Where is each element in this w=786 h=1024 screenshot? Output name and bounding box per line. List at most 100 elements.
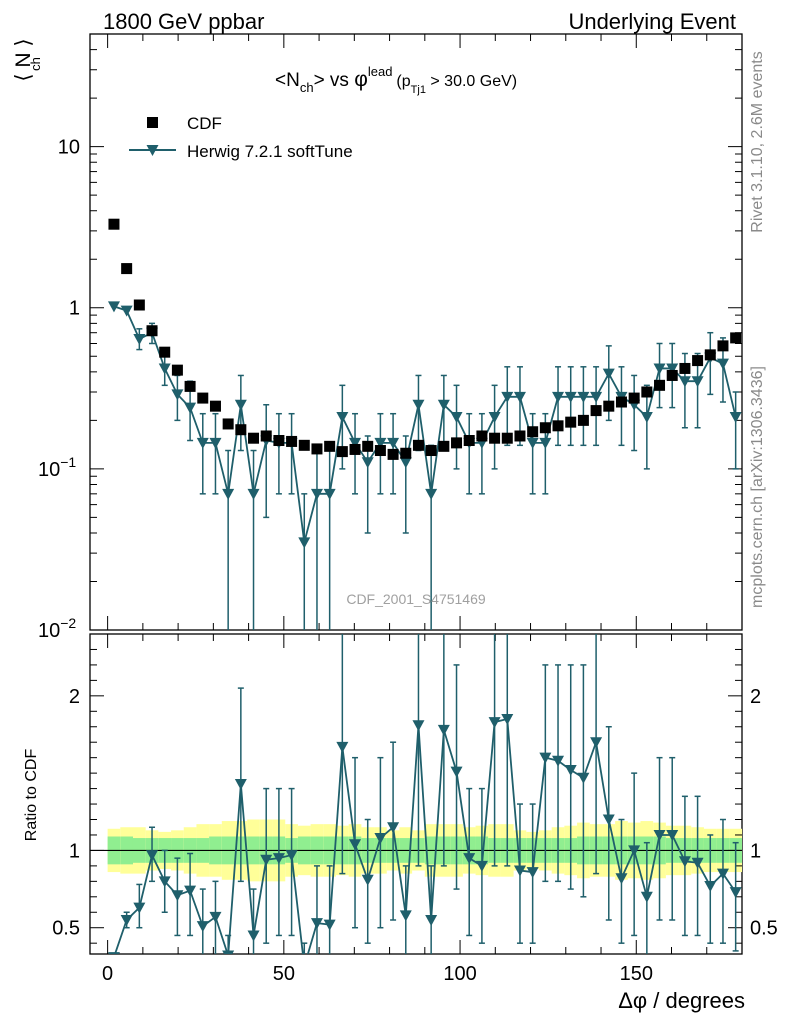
cdf-point — [209, 400, 221, 412]
cdf-point — [425, 445, 437, 457]
cdf-point — [387, 448, 399, 460]
ratio-point — [120, 914, 133, 926]
y-tick-label: 10−1 — [38, 454, 76, 481]
cdf-point — [704, 349, 716, 361]
mc-point — [387, 437, 400, 449]
ratio-point — [615, 873, 628, 885]
ratio-point — [640, 891, 653, 903]
cdf-point — [603, 400, 615, 412]
x-tick-label: 0 — [102, 963, 113, 985]
ratio-point — [602, 814, 615, 826]
mc-point — [336, 411, 349, 423]
mc-point — [171, 389, 184, 401]
ratio-point — [513, 865, 526, 877]
y-tick-label: 10−2 — [38, 615, 76, 642]
mc-point — [412, 399, 425, 411]
cdf-point — [514, 430, 526, 442]
ratio-point — [209, 911, 222, 923]
ratio-point — [399, 910, 412, 922]
mc-point — [653, 363, 666, 375]
ratio-point — [260, 854, 273, 866]
cdf-point — [222, 418, 234, 430]
cdf-point — [273, 435, 285, 447]
mc-point — [602, 368, 615, 380]
ratio-point — [437, 724, 450, 736]
cdf-point — [248, 432, 260, 444]
watermark: CDF_2001_S4751469 — [346, 591, 486, 607]
cdf-point — [539, 422, 551, 434]
cdf-point — [235, 424, 247, 436]
mc-series-line — [113, 305, 737, 543]
cdf-point — [349, 443, 361, 455]
cdf-point — [260, 430, 272, 442]
mc-point — [590, 391, 603, 403]
mc-point — [564, 391, 577, 403]
ratio-point — [158, 876, 171, 888]
mc-point — [425, 488, 438, 500]
mc-point — [196, 437, 209, 449]
cdf-point — [184, 380, 196, 392]
cdf-point — [298, 439, 310, 451]
y-axis-label-ratio: Ratio to CDF — [23, 749, 40, 842]
cdf-point — [286, 435, 298, 447]
mc-point — [450, 411, 463, 423]
mc-point — [247, 488, 260, 500]
ratio-point — [323, 919, 336, 931]
cdf-point — [463, 435, 475, 447]
ratio-point — [475, 860, 488, 872]
ratio-point — [146, 850, 159, 862]
ratio-point — [526, 867, 539, 879]
ratio-point — [716, 868, 729, 880]
mc-point — [437, 399, 450, 411]
ratio-point — [285, 850, 298, 862]
ratio-point — [310, 918, 323, 930]
ratio-series-line — [114, 717, 737, 954]
mc-point — [729, 411, 742, 423]
cdf-point — [489, 432, 501, 444]
ratio-point — [539, 752, 552, 764]
cdf-point — [159, 346, 171, 358]
chart-title: <Nch> vs φlead(pTj1 > 30.0 GeV) — [275, 64, 517, 96]
ratio-point — [666, 829, 679, 841]
mc-point — [666, 363, 679, 375]
cdf-point — [324, 440, 336, 452]
mc-point — [374, 437, 387, 449]
mc-point — [323, 488, 336, 500]
mcplots-label: mcplots.cern.ch [arXiv:1306.3436] — [749, 366, 766, 608]
mc-point — [133, 333, 146, 345]
mc-point — [552, 391, 565, 403]
ratio-point — [336, 741, 349, 753]
cdf-point — [501, 432, 513, 444]
top-panel-frame — [89, 33, 743, 631]
legend-cdf-marker — [147, 117, 158, 128]
cdf-point — [692, 355, 704, 367]
cdf-point — [197, 392, 209, 404]
cdf-point — [171, 364, 183, 376]
ratio-point — [488, 717, 501, 729]
cdf-point — [412, 439, 424, 451]
svg-text:ch: ch — [28, 57, 43, 71]
cdf-point — [577, 414, 589, 426]
ratio-point — [577, 772, 590, 784]
ratio-point — [653, 829, 666, 841]
cdf-point — [679, 362, 691, 374]
ratio-point — [691, 857, 704, 869]
ratio-point — [196, 921, 209, 933]
legend-mc-label: Herwig 7.2.1 softTune — [187, 142, 353, 161]
mc-point — [349, 437, 362, 449]
mc-point — [120, 305, 133, 317]
cdf-point — [108, 218, 120, 230]
ratio-panel: 0.5 0.5 1 1 2 2 0 50 100 150 — [52, 634, 778, 985]
cdf-point — [311, 443, 323, 455]
ratio-point — [590, 737, 603, 749]
cdf-point — [362, 440, 374, 452]
ratio-point — [425, 914, 438, 926]
header-left: 1800 GeV ppbar — [103, 9, 264, 34]
rivet-label: Rivet 3.1.10, 2.6M events — [749, 51, 766, 232]
mc-point — [640, 411, 653, 423]
mc-point — [526, 437, 539, 449]
ratio-point — [729, 887, 742, 899]
ratio-point — [501, 714, 514, 726]
cdf-point — [565, 416, 577, 428]
